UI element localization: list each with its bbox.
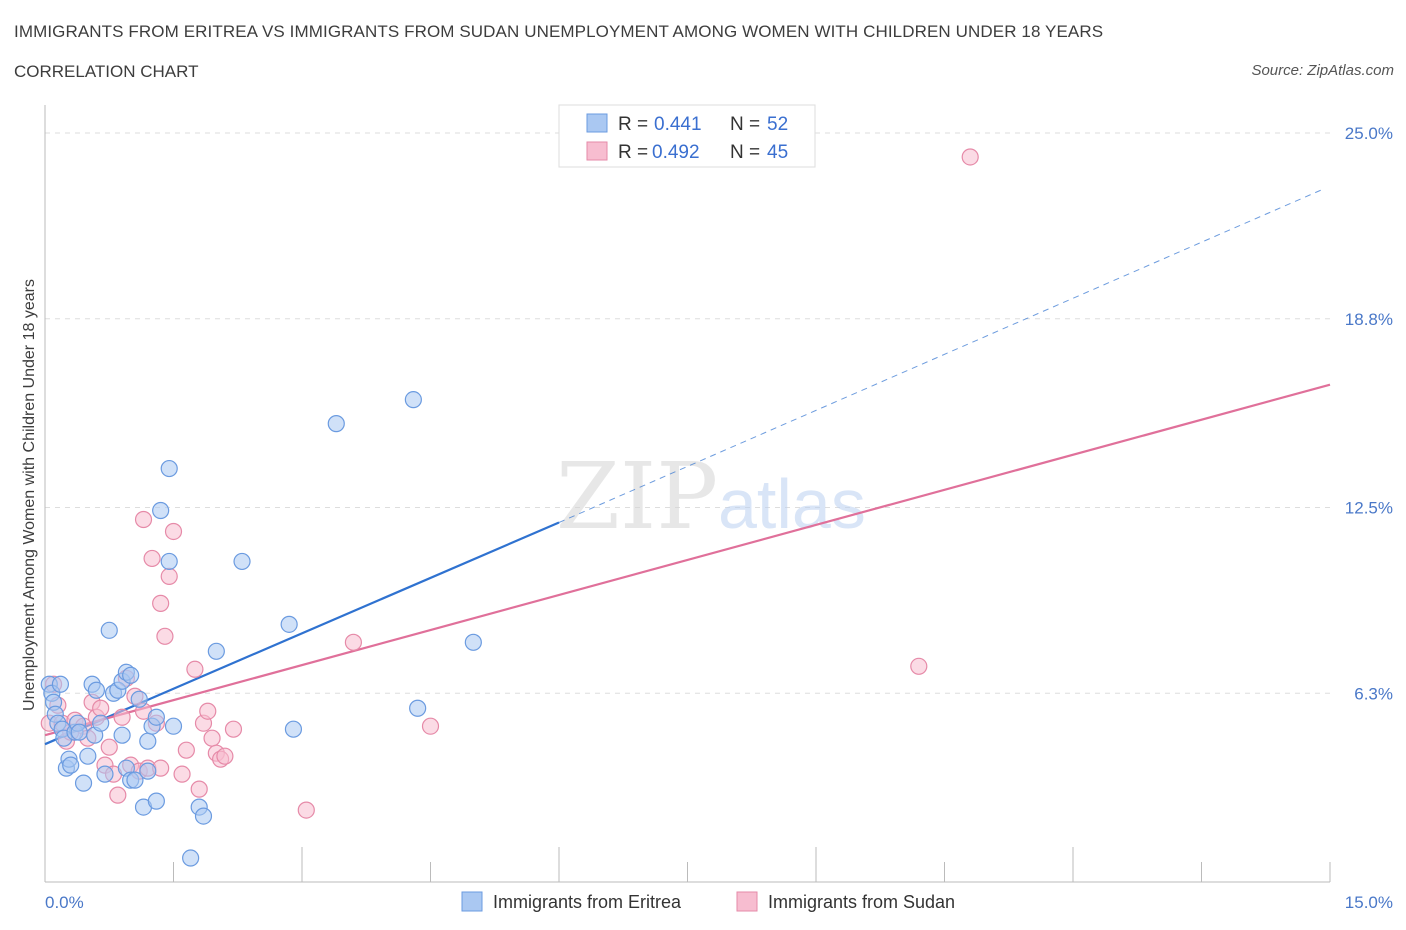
eritrea-point-46 [233,552,251,571]
sudan-point-15 [109,786,127,804]
y-tick-label-2: 18.8% [1345,310,1393,329]
y-tick-label-1: 12.5% [1345,499,1393,518]
chart-title: IMMIGRANTS FROM ERITREA VS IMMIGRANTS FR… [14,22,1104,41]
eritrea-point-14 [74,774,93,792]
legend-sudan-r-label: R = [618,142,648,163]
eritrea-point-45 [207,642,225,660]
sudan-point-34 [190,780,208,798]
eritrea-points [40,391,482,867]
eritrea-point-42 [182,849,200,867]
eritrea-point-19 [92,714,110,732]
eritrea-point-10 [62,756,80,774]
sudan-point-40 [216,747,234,765]
bottom-legend: Immigrants from Eritrea Immigrants from … [461,891,955,912]
eritrea-point-21 [100,621,118,639]
legend-sudan-n-value: 45 [767,142,788,163]
legend-swatch-eritrea [586,113,608,133]
eritrea-point-37 [147,708,165,726]
trend-line-eritrea [44,521,560,746]
sudan-point-45 [910,657,928,675]
eritrea-point-36 [147,792,165,810]
sudan-point-30 [164,522,183,541]
sudan-point-11 [92,699,110,717]
chart-subtitle: CORRELATION CHART [14,62,199,81]
y-axis-label: Unemployment Among Women with Children U… [21,279,38,711]
legend-eritrea-n-label: N = [730,114,760,135]
sudan-point-43 [344,633,362,651]
watermark-zip: ZIP [556,443,718,550]
sudan-point-28 [156,627,174,645]
eritrea-point-47 [280,615,298,633]
bottom-legend-swatch-eritrea [461,891,483,912]
eritrea-point-20 [96,765,114,783]
sudan-point-42 [297,801,315,819]
eritrea-point-44 [194,807,213,825]
sudan-point-13 [100,738,118,756]
axes [44,105,1331,883]
sudan-point-44 [421,717,440,735]
legend: R = 0.441 N = 52 R = 0.492 N = 45 [558,104,816,168]
eritrea-point-41 [164,717,183,735]
eritrea-point-49 [327,415,345,433]
eritrea-point-39 [160,459,178,478]
sudan-point-46 [961,148,979,166]
eritrea-point-25 [113,726,131,744]
y-tick-label-3: 25.0% [1345,124,1393,143]
sudan-point-33 [186,660,204,678]
trend-lines [44,189,1331,746]
bottom-legend-eritrea: Immigrants from Eritrea [493,892,682,912]
sudan-point-32 [177,741,195,759]
eritrea-point-51 [409,699,427,717]
eritrea-point-30 [122,666,140,684]
source-label: Source: ZipAtlas.com [1251,62,1394,79]
legend-sudan-r-value: 0.492 [652,142,700,163]
bottom-legend-swatch-sudan [736,891,758,912]
eritrea-point-50 [404,391,422,409]
eritrea-point-38 [152,501,170,520]
watermark-atlas: atlas [718,465,866,543]
gridlines [45,132,1330,694]
legend-eritrea-n-value: 52 [767,114,788,135]
legend-sudan-n-label: N = [730,142,760,163]
x-tick-label-1: 15.0% [1345,893,1393,912]
sudan-point-41 [224,720,243,738]
sudan-point-24 [143,549,161,568]
sudan-point-29 [160,567,178,586]
eritrea-point-13 [70,723,88,741]
x-tick-label-0: 0.0% [45,893,84,912]
sudan-point-16 [113,708,131,726]
legend-eritrea-r-label: R = [618,114,648,135]
sudan-point-37 [203,729,221,747]
bottom-legend-sudan: Immigrants from Sudan [768,892,955,912]
eritrea-point-18 [87,681,106,699]
y-tick-label-0: 6.3% [1354,684,1393,703]
eritrea-point-48 [284,720,303,738]
eritrea-point-15 [79,747,97,765]
eritrea-point-40 [160,552,178,571]
eritrea-point-34 [139,732,157,750]
legend-swatch-sudan [586,141,608,161]
eritrea-point-5 [51,675,70,693]
sudan-point-23 [134,510,153,529]
sudan-point-27 [152,594,170,612]
trend-line-eritrea-extension [558,189,1322,523]
eritrea-point-52 [464,633,482,651]
tick-labels: 6.3% 12.5% 18.8% 25.0% 0.0% 15.0% [45,124,1393,912]
eritrea-point-31 [130,690,148,708]
trend-line-sudan [44,383,1331,737]
eritrea-point-33 [139,762,157,780]
sudan-point-36 [199,702,217,720]
sudan-point-31 [173,765,191,783]
eritrea-point-29 [126,771,144,789]
legend-eritrea-r-value: 0.441 [654,114,702,135]
